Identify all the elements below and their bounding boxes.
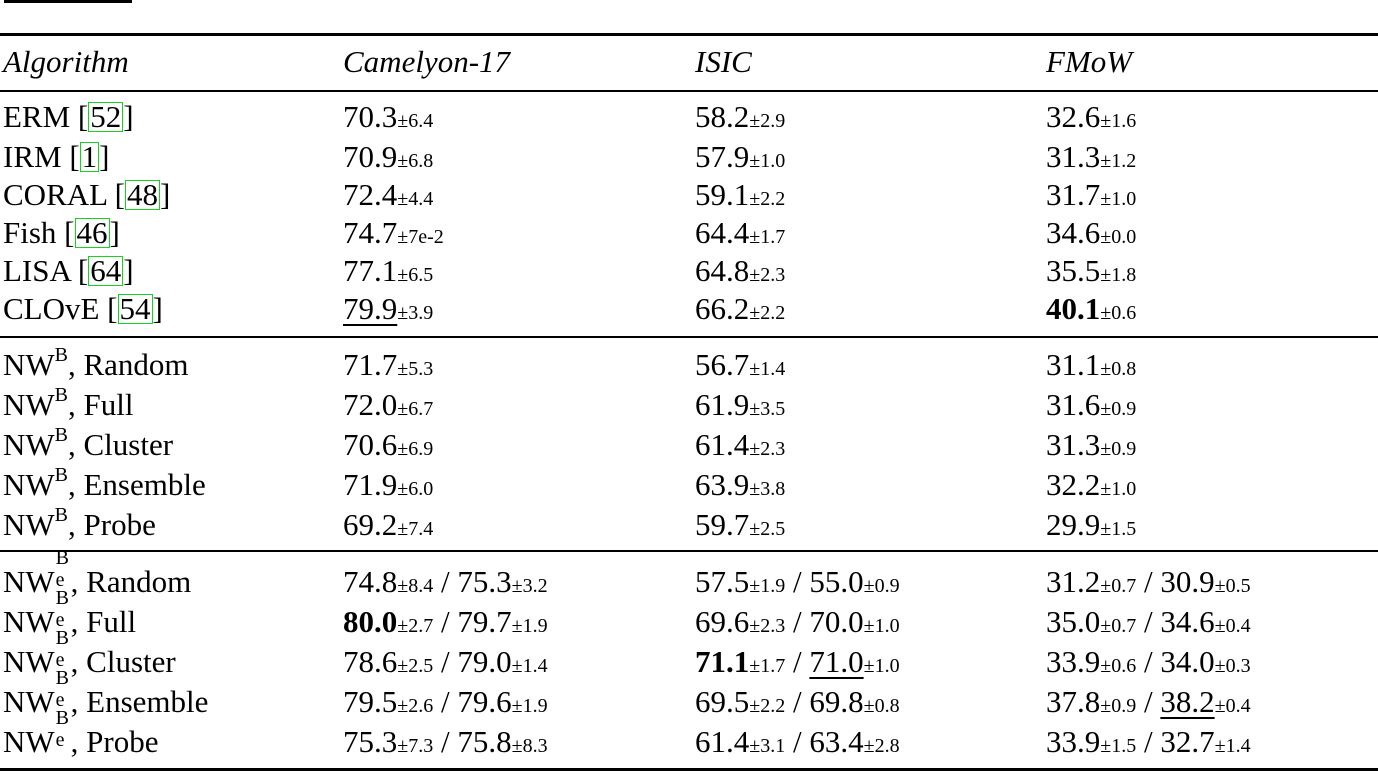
header-algorithm: Algorithm: [3, 44, 129, 79]
isic-score: 69.6±2.3 / 70.0±1.0: [695, 604, 900, 639]
table-row: Fish [46] 74.7±7e-2 64.4±1.7 34.6±0.0: [0, 213, 1378, 253]
algorithm-name: NWB, Probe: [3, 504, 156, 542]
fmow-score: 37.8±0.9 / 38.2±0.4: [1046, 684, 1251, 719]
camelyon-score: 77.1±6.5: [343, 253, 434, 288]
table-row: LISA [64] 77.1±6.5 64.8±2.3 35.5±1.8: [0, 251, 1378, 291]
fmow-score: 31.3±0.9: [1046, 427, 1137, 462]
algorithm-name: ERM [52]: [3, 99, 134, 134]
top-rule-fragment: [4, 0, 132, 3]
fmow-score: 29.9±1.5: [1046, 507, 1137, 542]
isic-score: 64.4±1.7: [695, 215, 786, 250]
algorithm-name: NWB, Ensemble: [3, 464, 206, 502]
fmow-score: 35.0±0.7 / 34.6±0.4: [1046, 604, 1251, 639]
fmow-score: 35.5±1.8: [1046, 253, 1137, 288]
camelyon-score: 70.9±6.8: [343, 139, 434, 174]
table-row: NWB, Probe 69.2±7.4 59.7±2.5 29.9±1.5: [0, 504, 1378, 545]
isic-score: 61.4±3.1 / 63.4±2.8: [695, 724, 900, 759]
table-top-rule: [0, 33, 1378, 36]
fmow-score: 31.1±0.8: [1046, 347, 1137, 382]
isic-score: 61.4±2.3: [695, 427, 786, 462]
header-camelyon: Camelyon-17: [343, 44, 511, 79]
fmow-score: 33.9±0.6 / 34.0±0.3: [1046, 644, 1251, 679]
header-fmow: FMoW: [1046, 44, 1133, 79]
camelyon-score: 78.6±2.5 / 79.0±1.4: [343, 644, 548, 679]
algorithm-name: NWB, Random: [3, 344, 189, 382]
header-isic: ISIC: [695, 44, 752, 79]
isic-score: 59.7±2.5: [695, 507, 786, 542]
algorithm-name: CLOvE [54]: [3, 291, 163, 326]
table-row: NWB, Full 72.0±6.7 61.9±3.5 31.6±0.9: [0, 384, 1378, 425]
algorithm-name: NWB, Full: [3, 384, 134, 422]
camelyon-score: 69.2±7.4: [343, 507, 434, 542]
section-rule: [0, 336, 1378, 338]
camelyon-score: 74.7±7e-2: [343, 215, 444, 250]
fmow-score: 32.6±1.6: [1046, 99, 1137, 134]
isic-score: 59.1±2.2: [695, 177, 786, 212]
table-header-row: Algorithm Camelyon-17 ISIC FMoW: [0, 42, 1378, 82]
table-row: NWB, Ensemble 71.9±6.0 63.9±3.8 32.2±1.0: [0, 464, 1378, 505]
table-bottom-rule: [0, 768, 1378, 771]
isic-score: 57.5±1.9 / 55.0±0.9: [695, 564, 900, 599]
fmow-score: 33.9±1.5 / 32.7±1.4: [1046, 724, 1251, 759]
camelyon-score: 75.3±7.3 / 75.8±8.3: [343, 724, 548, 759]
algorithm-name: CORAL [48]: [3, 177, 171, 212]
camelyon-score: 80.0±2.7 / 79.7±1.9: [343, 604, 548, 639]
citation-link[interactable]: 64: [88, 253, 124, 288]
fmow-score: 32.2±1.0: [1046, 467, 1137, 502]
isic-score: 58.2±2.9: [695, 99, 786, 134]
citation-link[interactable]: 48: [125, 177, 160, 212]
fmow-score: 31.2±0.7 / 30.9±0.5: [1046, 564, 1251, 599]
camelyon-score: 70.6±6.9: [343, 427, 434, 462]
camelyon-score: 72.4±4.4: [343, 177, 434, 212]
isic-score: 71.1±1.7 / 71.0±1.0: [695, 644, 900, 679]
camelyon-score: 79.5±2.6 / 79.6±1.9: [343, 684, 548, 719]
citation-link[interactable]: 54: [117, 291, 153, 326]
camelyon-score: 71.9±6.0: [343, 467, 434, 502]
algorithm-name: NWB, Cluster: [3, 424, 174, 462]
algorithm-name: LISA [64]: [3, 253, 134, 288]
isic-score: 66.2±2.2: [695, 291, 786, 326]
camelyon-score: 74.8±8.4 / 75.3±3.2: [343, 564, 548, 599]
fmow-score: 40.1±0.6: [1046, 291, 1137, 326]
table-row: NWB, Random 71.7±5.3 56.7±1.4 31.1±0.8: [0, 344, 1378, 385]
table-row: ERM [52] 70.3±6.4 58.2±2.9 32.6±1.6: [0, 97, 1378, 137]
isic-score: 63.9±3.8: [695, 467, 786, 502]
isic-score: 56.7±1.4: [695, 347, 786, 382]
fmow-score: 34.6±0.0: [1046, 215, 1137, 250]
table-row: CORAL [48] 72.4±4.4 59.1±2.2 31.7±1.0: [0, 175, 1378, 215]
camelyon-score: 72.0±6.7: [343, 387, 434, 422]
citation-link[interactable]: 1: [79, 139, 100, 174]
algorithm-name: Fish [46]: [3, 215, 120, 250]
header-rule: [0, 90, 1378, 92]
citation-link[interactable]: 46: [74, 215, 110, 250]
fmow-score: 31.3±1.2: [1046, 139, 1137, 174]
citation-link[interactable]: 52: [88, 99, 124, 134]
fmow-score: 31.6±0.9: [1046, 387, 1137, 422]
table-row: CLOvE [54] 79.9±3.9 66.2±2.2 40.1±0.6: [0, 289, 1378, 329]
isic-score: 57.9±1.0: [695, 139, 786, 174]
isic-score: 69.5±2.2 / 69.8±0.8: [695, 684, 900, 719]
isic-score: 64.8±2.3: [695, 253, 786, 288]
section-rule: [0, 550, 1378, 552]
camelyon-score: 70.3±6.4: [343, 99, 434, 134]
camelyon-score: 79.9±3.9: [343, 291, 434, 326]
camelyon-score: 71.7±5.3: [343, 347, 434, 382]
table-row: IRM [1] 70.9±6.8 57.9±1.0 31.3±1.2: [0, 137, 1378, 177]
isic-score: 61.9±3.5: [695, 387, 786, 422]
fmow-score: 31.7±1.0: [1046, 177, 1137, 212]
algorithm-name: IRM [1]: [3, 139, 110, 174]
table-row: NWB, Cluster 70.6±6.9 61.4±2.3 31.3±0.9: [0, 424, 1378, 465]
